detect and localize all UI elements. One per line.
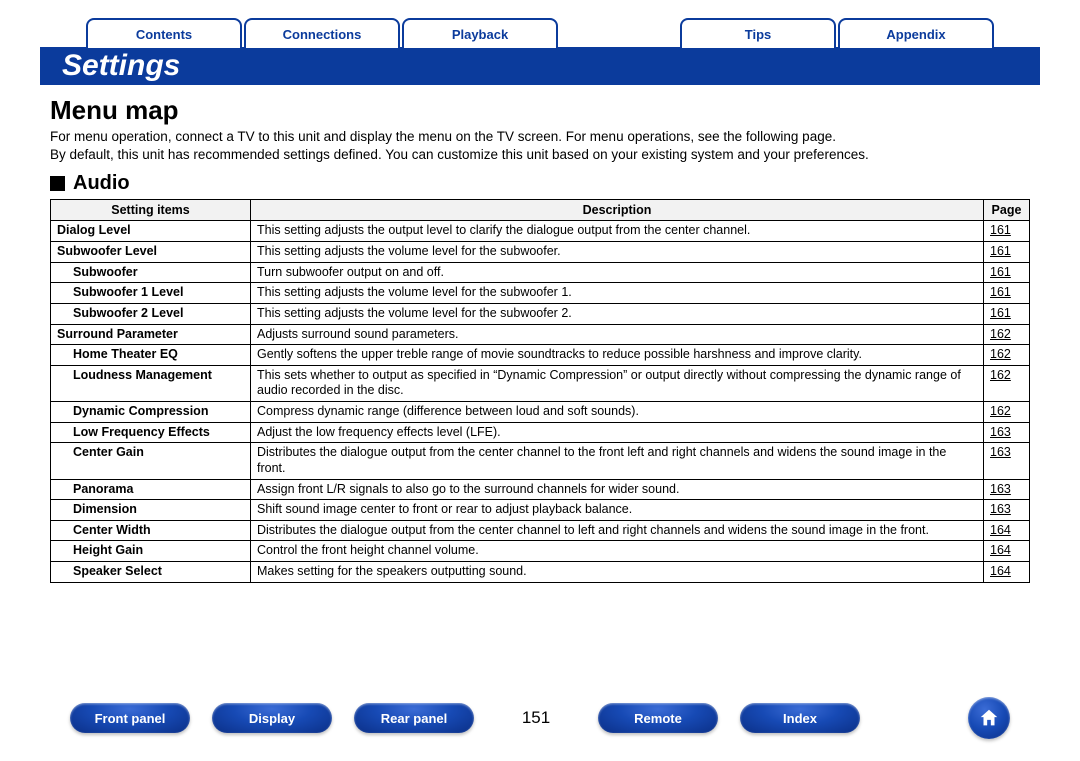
table-row: Low Frequency EffectsAdjust the low freq… (51, 422, 1030, 443)
intro-line: For menu operation, connect a TV to this… (50, 128, 1030, 146)
table-row: DimensionShift sound image center to fro… (51, 500, 1030, 521)
setting-item-page-link[interactable]: 161 (984, 221, 1030, 242)
nav-remote-button[interactable]: Remote (598, 703, 718, 733)
setting-item-description: Compress dynamic range (difference betwe… (251, 402, 984, 423)
table-row: Subwoofer 2 LevelThis setting adjusts th… (51, 303, 1030, 324)
setting-item-name: Home Theater EQ (51, 345, 251, 366)
setting-item-page-link[interactable]: 163 (984, 443, 1030, 479)
setting-item-name: Surround Parameter (51, 324, 251, 345)
table-row: PanoramaAssign front L/R signals to also… (51, 479, 1030, 500)
col-header-description: Description (251, 200, 984, 221)
tab-settings-active[interactable]: Settings (40, 47, 1040, 85)
table-row: Height GainControl the front height chan… (51, 541, 1030, 562)
tab-connections[interactable]: Connections (244, 18, 400, 48)
setting-item-page-link[interactable]: 161 (984, 262, 1030, 283)
setting-item-description: This setting adjusts the volume level fo… (251, 303, 984, 324)
table-row: Home Theater EQGently softens the upper … (51, 345, 1030, 366)
setting-item-name: Dialog Level (51, 221, 251, 242)
section-heading-row: Audio (50, 172, 1030, 195)
setting-item-description: This setting adjusts the output level to… (251, 221, 984, 242)
tab-appendix[interactable]: Appendix (838, 18, 994, 48)
bottom-nav: Front panel Display Rear panel 151 Remot… (0, 697, 1080, 739)
setting-item-name: Subwoofer 2 Level (51, 303, 251, 324)
setting-item-page-link[interactable]: 162 (984, 345, 1030, 366)
setting-item-description: This setting adjusts the volume level fo… (251, 283, 984, 304)
nav-index-button[interactable]: Index (740, 703, 860, 733)
page-number: 151 (496, 708, 576, 728)
setting-item-page-link[interactable]: 164 (984, 520, 1030, 541)
setting-item-page-link[interactable]: 164 (984, 562, 1030, 583)
table-row: Loudness ManagementThis sets whether to … (51, 365, 1030, 401)
setting-item-description: Control the front height channel volume. (251, 541, 984, 562)
setting-item-description: Turn subwoofer output on and off. (251, 262, 984, 283)
setting-item-name: Subwoofer 1 Level (51, 283, 251, 304)
setting-item-page-link[interactable]: 161 (984, 242, 1030, 263)
tab-tips[interactable]: Tips (680, 18, 836, 48)
setting-item-description: Shift sound image center to front or rea… (251, 500, 984, 521)
setting-item-name: Dimension (51, 500, 251, 521)
table-row: Dialog LevelThis setting adjusts the out… (51, 221, 1030, 242)
table-row: Dynamic CompressionCompress dynamic rang… (51, 402, 1030, 423)
nav-rear-panel-button[interactable]: Rear panel (354, 703, 474, 733)
setting-item-name: Height Gain (51, 541, 251, 562)
setting-item-description: Makes setting for the speakers outputtin… (251, 562, 984, 583)
setting-item-name: Speaker Select (51, 562, 251, 583)
menu-map-table: Setting items Description Page Dialog Le… (50, 199, 1030, 582)
setting-item-page-link[interactable]: 163 (984, 500, 1030, 521)
setting-item-page-link[interactable]: 162 (984, 324, 1030, 345)
home-button[interactable] (968, 697, 1010, 739)
setting-item-description: This sets whether to output as specified… (251, 365, 984, 401)
setting-item-description: Adjusts surround sound parameters. (251, 324, 984, 345)
table-row: Center WidthDistributes the dialogue out… (51, 520, 1030, 541)
setting-item-page-link[interactable]: 162 (984, 365, 1030, 401)
nav-display-button[interactable]: Display (212, 703, 332, 733)
setting-item-name: Loudness Management (51, 365, 251, 401)
table-row: Subwoofer LevelThis setting adjusts the … (51, 242, 1030, 263)
setting-item-name: Center Gain (51, 443, 251, 479)
setting-item-page-link[interactable]: 163 (984, 422, 1030, 443)
setting-item-description: This setting adjusts the volume level fo… (251, 242, 984, 263)
setting-item-name: Low Frequency Effects (51, 422, 251, 443)
setting-item-description: Distributes the dialogue output from the… (251, 520, 984, 541)
table-row: Center GainDistributes the dialogue outp… (51, 443, 1030, 479)
intro-line: By default, this unit has recommended se… (50, 146, 1030, 164)
setting-item-description: Adjust the low frequency effects level (… (251, 422, 984, 443)
section-heading: Audio (73, 172, 130, 195)
setting-item-name: Subwoofer (51, 262, 251, 283)
nav-front-panel-button[interactable]: Front panel (70, 703, 190, 733)
setting-item-description: Distributes the dialogue output from the… (251, 443, 984, 479)
intro-text: For menu operation, connect a TV to this… (50, 128, 1030, 164)
setting-item-description: Gently softens the upper treble range of… (251, 345, 984, 366)
tab-contents[interactable]: Contents (86, 18, 242, 48)
setting-item-name: Dynamic Compression (51, 402, 251, 423)
square-bullet-icon (50, 176, 65, 191)
table-row: Subwoofer 1 LevelThis setting adjusts th… (51, 283, 1030, 304)
setting-item-page-link[interactable]: 161 (984, 283, 1030, 304)
setting-item-description: Assign front L/R signals to also go to t… (251, 479, 984, 500)
home-icon (978, 707, 1000, 729)
setting-item-page-link[interactable]: 161 (984, 303, 1030, 324)
table-row: Speaker SelectMakes setting for the spea… (51, 562, 1030, 583)
setting-item-page-link[interactable]: 163 (984, 479, 1030, 500)
col-header-setting-items: Setting items (51, 200, 251, 221)
setting-item-name: Subwoofer Level (51, 242, 251, 263)
table-row: SubwooferTurn subwoofer output on and of… (51, 262, 1030, 283)
tab-playback[interactable]: Playback (402, 18, 558, 48)
setting-item-name: Center Width (51, 520, 251, 541)
col-header-page: Page (984, 200, 1030, 221)
table-row: Surround ParameterAdjusts surround sound… (51, 324, 1030, 345)
setting-item-page-link[interactable]: 162 (984, 402, 1030, 423)
top-tab-bar: Contents Connections Playback Tips Appen… (40, 18, 1040, 48)
setting-item-name: Panorama (51, 479, 251, 500)
page-title: Menu map (50, 95, 1030, 126)
setting-item-page-link[interactable]: 164 (984, 541, 1030, 562)
